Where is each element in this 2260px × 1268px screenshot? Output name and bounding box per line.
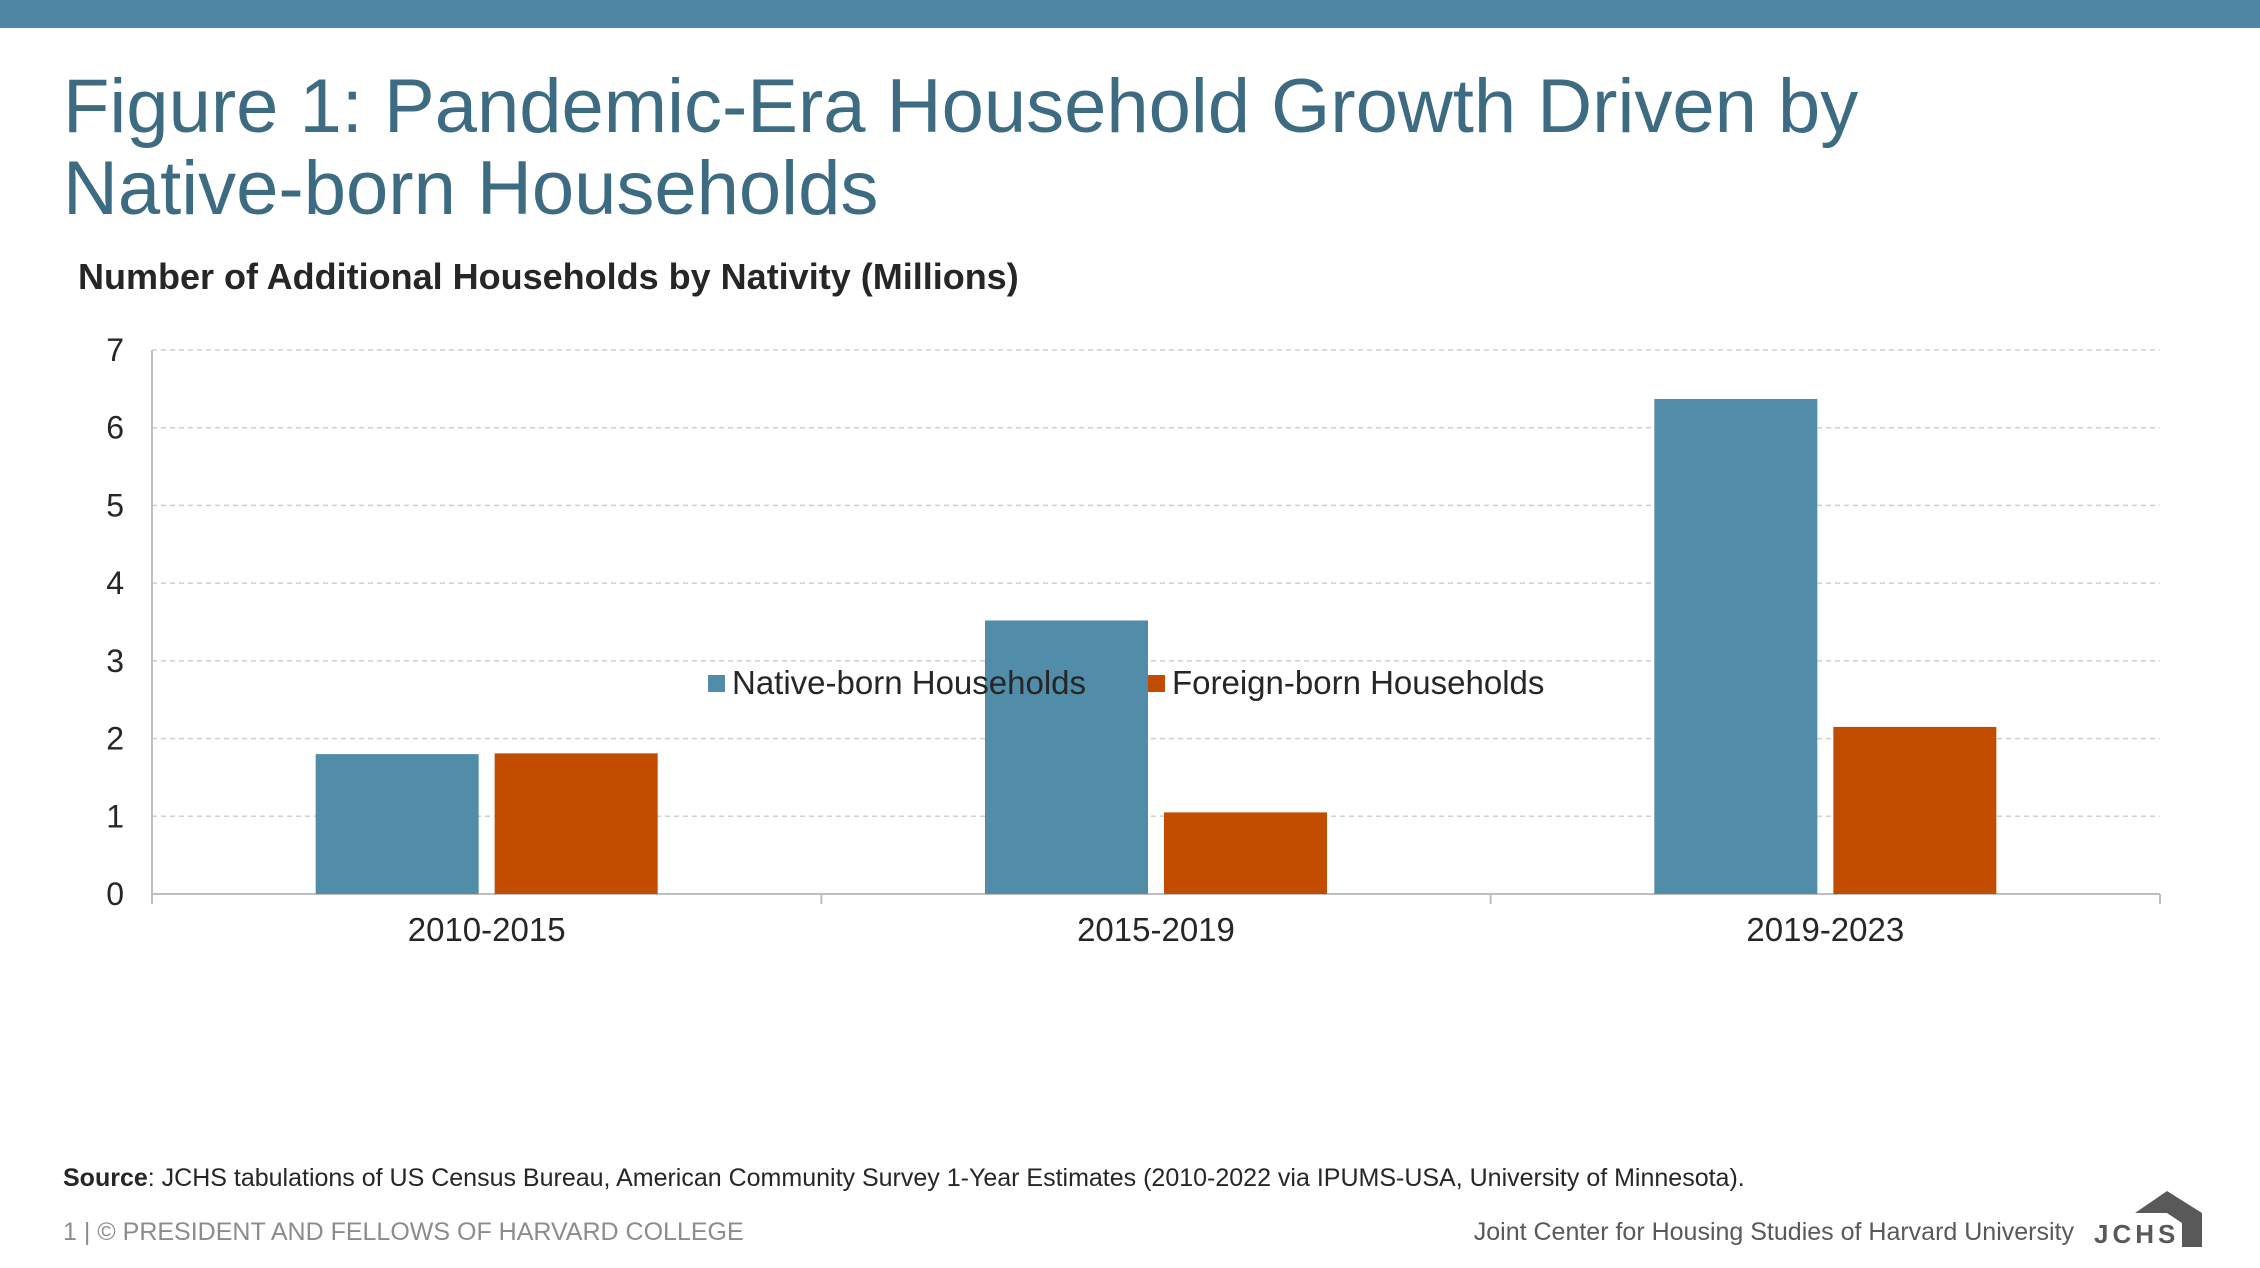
y-tick-label: 1	[106, 798, 124, 834]
organization-name: Joint Center for Housing Studies of Harv…	[1473, 1218, 2074, 1246]
bar	[494, 753, 658, 894]
logo-house-shape	[2135, 1191, 2202, 1247]
axes	[151, 350, 2161, 904]
legend-swatch	[1148, 675, 1165, 692]
legend-label: Foreign-born Households	[1172, 664, 1544, 701]
legend-swatch	[708, 675, 725, 692]
bar	[315, 754, 479, 894]
y-tick-label: 6	[106, 410, 124, 446]
x-tick-label: 2019-2023	[1746, 911, 1904, 948]
bar	[1654, 398, 1818, 894]
legend: Native-born Households Foreign-born House…	[708, 664, 1544, 701]
copyright-notice: 1 | © PRESIDENT AND FELLOWS OF HARVARD C…	[63, 1218, 744, 1246]
source-label: Source	[63, 1164, 148, 1192]
y-tick-label: 3	[106, 643, 124, 679]
y-tick-label: 4	[106, 565, 124, 601]
chart-title: Number of Additional Households by Nativ…	[78, 256, 1019, 297]
page-title: Figure 1: Pandemic-Era Household Growth …	[63, 64, 1859, 231]
top-accent-bar	[0, 0, 2260, 28]
grid-lines	[152, 349, 2160, 818]
legend-label: Native-born Households	[732, 664, 1086, 701]
x-tick-label: 2015-2019	[1077, 911, 1235, 948]
y-tick-label: 0	[106, 876, 124, 912]
source-text: : JCHS tabulations of US Census Bureau, …	[147, 1164, 1745, 1192]
bars	[315, 398, 1997, 894]
bar	[1833, 726, 1997, 894]
y-tick-label: 7	[106, 332, 124, 368]
bar	[1164, 812, 1327, 894]
source-note: Source: JCHS tabulations of US Census Bu…	[63, 1164, 1745, 1193]
y-tick-label: 5	[106, 487, 124, 523]
x-tick-label: 2010-2015	[408, 911, 566, 948]
y-tick-label: 2	[106, 721, 124, 757]
jchs-logo-icon: JCHS	[2094, 1191, 2202, 1247]
axis-labels: 0 1 2 3 4 5 6 7 2010-2015 2015-2019 2019-2023	[106, 332, 1904, 948]
logo-text: JCHS	[2094, 1219, 2179, 1247]
bar-chart: 0 1 2 3 4 5 6 7 2010-2015 2015-2019 2019-2023 Nati…	[106, 332, 2161, 948]
bar	[985, 620, 1148, 894]
